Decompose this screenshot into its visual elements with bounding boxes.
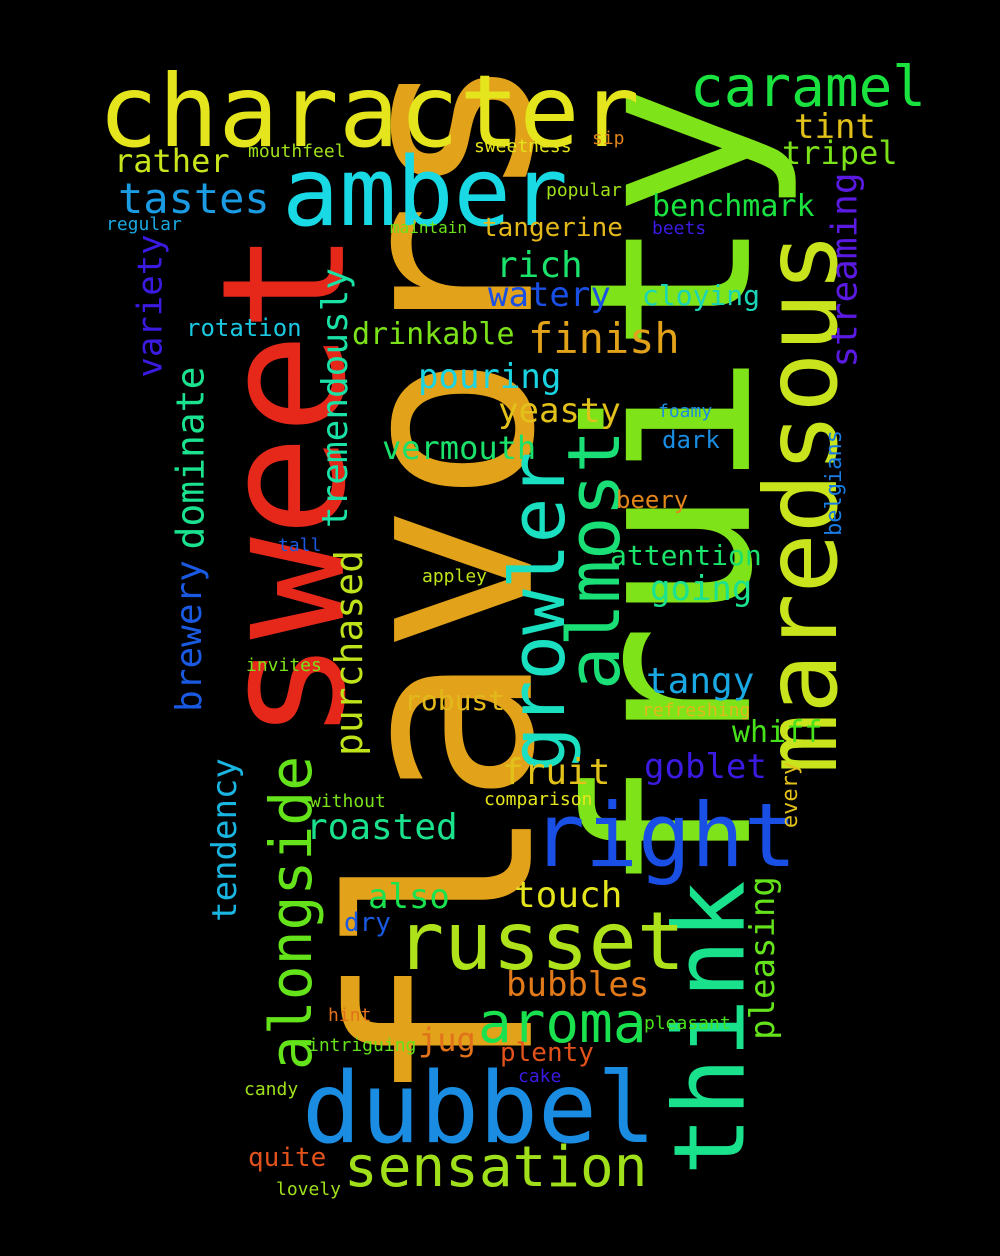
word-brewery: brewery xyxy=(169,560,210,712)
word-watery: watery xyxy=(488,275,611,315)
word-intriguing: intriguing xyxy=(308,1035,417,1056)
word-vermouth: vermouth xyxy=(382,429,537,467)
word-touch: touch xyxy=(514,875,623,916)
word-popular: popular xyxy=(546,180,622,201)
word-whiff: whiff xyxy=(732,715,823,750)
word-amber: amber xyxy=(282,138,568,248)
word-going: going xyxy=(650,569,753,609)
word-tastes: tastes xyxy=(118,174,270,223)
word-cloying: cloying xyxy=(642,279,761,312)
word-comparison: comparison xyxy=(484,789,593,810)
word-lovely: lovely xyxy=(276,1179,342,1200)
word-finish: finish xyxy=(528,314,680,363)
word-foamy: foamy xyxy=(658,401,713,422)
word-roasted: roasted xyxy=(306,807,458,848)
word-beery: beery xyxy=(616,486,689,514)
word-sensation: sensation xyxy=(344,1135,648,1200)
word-cake: cake xyxy=(518,1066,562,1087)
word-robust: robust xyxy=(404,684,506,717)
word-right: right xyxy=(532,784,797,887)
word-fruit: fruit xyxy=(502,752,611,793)
word-pleasant: pleasant xyxy=(644,1013,731,1034)
word-yeasty: yeasty xyxy=(498,391,621,431)
word-variety: variety xyxy=(130,233,171,378)
word-appley: appley xyxy=(422,566,488,587)
word-goblet: goblet xyxy=(644,747,767,787)
word-character: character xyxy=(98,53,640,170)
word-rather: rather xyxy=(114,142,230,180)
word-tangerine: tangerine xyxy=(482,213,623,243)
word-purchased: purchased xyxy=(327,550,371,756)
word-pleasing: pleasing xyxy=(742,875,783,1040)
word-candy: candy xyxy=(244,1079,299,1100)
word-plenty: plenty xyxy=(500,1038,594,1068)
word-rotation: rotation xyxy=(186,314,302,342)
word-mouthfeel: mouthfeel xyxy=(248,141,346,162)
word-sweetness: sweetness xyxy=(474,136,572,157)
word-tremendously: tremendously xyxy=(315,268,356,529)
word-tendency: tendency xyxy=(204,757,245,922)
word-invites: invites xyxy=(246,655,322,676)
word-dark: dark xyxy=(662,426,720,454)
word-without: without xyxy=(310,791,386,812)
word-benchmark: benchmark xyxy=(652,189,815,224)
word-beets: beets xyxy=(652,218,707,239)
word-streaming: streaming xyxy=(824,171,866,368)
word-every: every xyxy=(777,761,803,829)
word-maintain: maintain xyxy=(390,218,468,237)
word-tangy: tangy xyxy=(646,661,755,702)
word-refreshing: refreshing xyxy=(642,700,751,721)
word-tripel: tripel xyxy=(782,134,898,172)
word-attention: attention xyxy=(610,539,762,572)
word-belgians: belgians xyxy=(822,430,847,536)
word-dominate: dominate xyxy=(169,366,213,550)
word-sip: sip xyxy=(592,128,625,149)
word-drinkable: drinkable xyxy=(352,317,515,352)
word-tall: tall xyxy=(278,535,322,556)
word-regular: regular xyxy=(106,214,182,235)
word-aroma: aroma xyxy=(478,991,647,1056)
word-hint: hint xyxy=(328,1005,372,1026)
word-quite: quite xyxy=(248,1143,327,1173)
word-also: also xyxy=(368,877,450,917)
word-pouring: pouring xyxy=(418,357,562,397)
word-dubbel: dubbel xyxy=(302,1052,657,1166)
word-rich: rich xyxy=(496,245,583,286)
word-dry: dry xyxy=(344,908,391,938)
word-bubbles: bubbles xyxy=(506,965,650,1005)
word-caramel: caramel xyxy=(690,55,927,120)
word-tint: tint xyxy=(794,107,876,147)
word-jug: jug xyxy=(418,1021,476,1059)
word-russet: russet xyxy=(396,895,685,988)
